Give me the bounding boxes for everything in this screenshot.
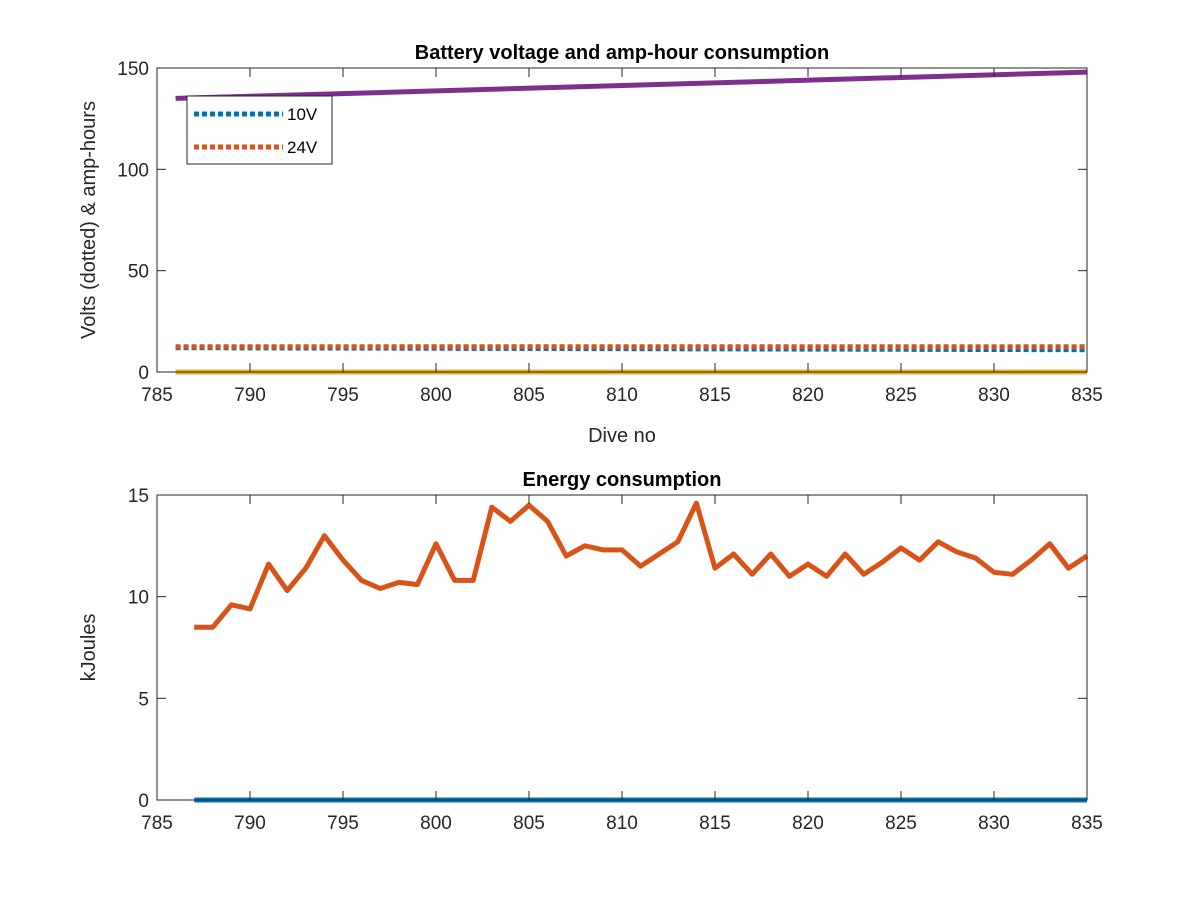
chart-title: Energy consumption bbox=[523, 469, 722, 491]
series-line-2 bbox=[194, 500, 1089, 630]
y-tick-label: 150 bbox=[117, 59, 149, 80]
y-tick-label: 10 bbox=[128, 588, 149, 609]
series-line-4 bbox=[175, 69, 1088, 101]
y-tick-label: 5 bbox=[138, 689, 149, 710]
x-tick-label: 805 bbox=[513, 385, 545, 406]
y-tick-label: 50 bbox=[128, 262, 149, 283]
x-tick-label: 805 bbox=[513, 813, 545, 834]
x-tick-label: 815 bbox=[699, 385, 731, 406]
x-tick-label: 825 bbox=[885, 813, 917, 834]
x-tick-label: 790 bbox=[234, 813, 266, 834]
x-tick-label: 795 bbox=[327, 385, 359, 406]
x-tick-label: 790 bbox=[234, 385, 266, 406]
y-tick-label: 0 bbox=[138, 363, 149, 384]
y-tick-label: 15 bbox=[128, 486, 149, 507]
x-tick-label: 800 bbox=[420, 385, 452, 406]
y-axis-label: kJoules bbox=[78, 614, 100, 682]
legend-label: 24V bbox=[287, 138, 318, 157]
x-tick-label: 835 bbox=[1071, 813, 1103, 834]
x-tick-label: 830 bbox=[978, 813, 1010, 834]
x-tick-label: 815 bbox=[699, 813, 731, 834]
x-tick-label: 800 bbox=[420, 813, 452, 834]
plot-area-frame bbox=[156, 494, 1088, 801]
x-tick-label: 820 bbox=[792, 813, 824, 834]
y-tick-label: 100 bbox=[117, 160, 149, 181]
x-tick-label: 785 bbox=[141, 385, 173, 406]
x-axis-label: Dive no bbox=[588, 425, 656, 447]
legend-box bbox=[186, 95, 333, 165]
x-tick-label: 810 bbox=[606, 813, 638, 834]
x-tick-label: 835 bbox=[1071, 385, 1103, 406]
x-tick-label: 795 bbox=[327, 813, 359, 834]
legend-label: 10V bbox=[287, 105, 318, 124]
legend: 10V 24V bbox=[186, 95, 333, 165]
chart-2: 785 790 795 800 805 810 815 820 825 830 835 0 5 10 15 E… bbox=[78, 469, 1103, 834]
chart-series-group bbox=[194, 500, 1089, 803]
y-axis-label: Volts (dotted) & amp-hours bbox=[78, 101, 100, 339]
x-tick-label: 810 bbox=[606, 385, 638, 406]
chart-1: 785 790 795 800 805 810 815 820 825 830 835 0 50 100 1… bbox=[78, 42, 1103, 447]
x-tick-label: 830 bbox=[978, 385, 1010, 406]
x-tick-label: 785 bbox=[141, 813, 173, 834]
x-tick-label: 820 bbox=[792, 385, 824, 406]
chart-title: Battery voltage and amp-hour consumption bbox=[415, 42, 829, 64]
x-tick-label: 825 bbox=[885, 385, 917, 406]
y-tick-label: 0 bbox=[138, 791, 149, 812]
